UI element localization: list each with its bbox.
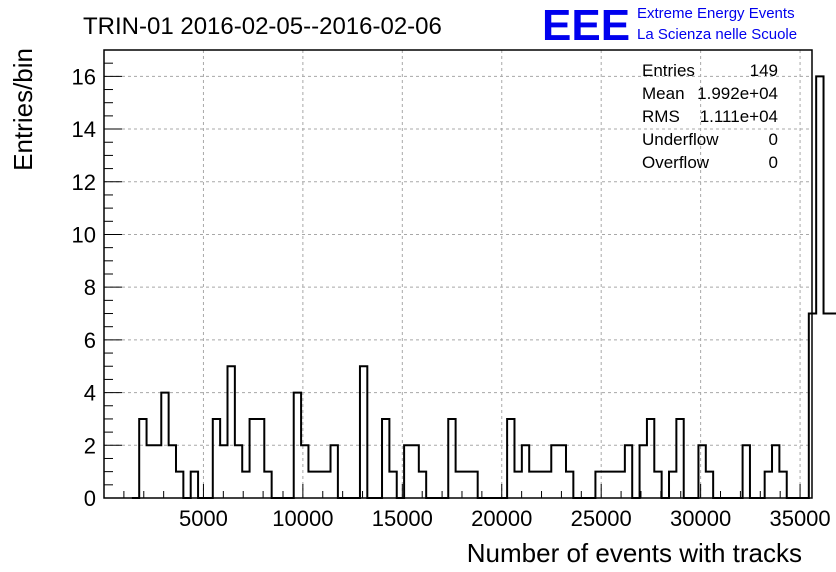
eee-logo: EEE Extreme Energy Events La Scienza nel… (542, 1, 797, 50)
histogram-bin (522, 445, 529, 498)
histogram-bin (323, 472, 330, 498)
histogram-bin (610, 472, 617, 498)
y-tick-label: 14 (72, 117, 96, 142)
stats-label: Overflow (642, 153, 710, 172)
stats-label: Underflow (642, 130, 719, 149)
histogram-bin (235, 445, 242, 498)
histogram-bin (257, 419, 264, 498)
stats-label: Entries (642, 61, 695, 80)
histogram-bin (544, 472, 551, 498)
histogram-bin (765, 472, 772, 498)
histogram-bin (640, 445, 647, 498)
histogram-bin (316, 472, 323, 498)
x-tick-label: 5000 (179, 506, 228, 531)
x-tick-label: 10000 (272, 506, 333, 531)
histogram-bin (147, 445, 154, 498)
histogram-bin (514, 472, 521, 498)
histogram-bin (669, 472, 676, 498)
grid-lines (104, 50, 812, 498)
stats-label: Mean (642, 84, 685, 103)
stats-box: Entries 149 Mean 1.992e+04 RMS 1.111e+04 Under… (642, 61, 778, 172)
histogram-bin (676, 419, 683, 498)
x-tick-label: 30000 (670, 506, 731, 531)
histogram-bin (228, 366, 235, 498)
y-tick-label: 6 (84, 328, 96, 353)
histogram-bin (308, 472, 315, 498)
histogram-bin (559, 445, 566, 498)
histogram-bin (382, 419, 389, 498)
y-tick-label: 12 (72, 170, 96, 195)
histogram-bin (647, 419, 654, 498)
x-axis-ticks: 5000 10000 15000 20000 25000 30000 35000 (123, 484, 831, 531)
histogram-bin (507, 419, 514, 498)
histogram-bin (529, 472, 536, 498)
histogram-bin (331, 445, 338, 498)
chart-title: TRIN-01 2016-02-05--2016-02-06 (83, 13, 442, 40)
y-tick-label: 2 (84, 433, 96, 458)
histogram-bin (176, 472, 183, 498)
x-tick-label: 15000 (372, 506, 433, 531)
logo-line-2: La Scienza nelle Scuole (637, 26, 797, 43)
histogram-bin (250, 419, 257, 498)
histogram-bin (154, 445, 161, 498)
histogram-bin (831, 314, 836, 498)
histogram-bin (743, 445, 750, 498)
y-axis-label: Entries/bin (8, 48, 38, 171)
y-tick-label: 16 (72, 64, 96, 89)
histogram-bin (603, 472, 610, 498)
x-tick-label: 20000 (471, 506, 532, 531)
stats-value: 0 (769, 153, 778, 172)
x-tick-label: 25000 (571, 506, 632, 531)
histogram-bin (191, 472, 198, 498)
histogram-bin (264, 472, 271, 498)
histogram-bin (816, 76, 823, 498)
y-tick-label: 8 (84, 275, 96, 300)
histogram-bin (404, 445, 411, 498)
histogram-bin (537, 472, 544, 498)
stats-value: 1.992e+04 (697, 84, 778, 103)
histogram-bin (824, 314, 831, 498)
histogram-bin (551, 445, 558, 498)
y-tick-label: 4 (84, 381, 96, 406)
stats-label: RMS (642, 107, 680, 126)
stats-value: 1.111e+04 (700, 107, 778, 126)
y-tick-label: 10 (72, 222, 96, 247)
stats-value: 0 (769, 130, 778, 149)
histogram-bin (566, 472, 573, 498)
logo-mark: EEE (542, 1, 630, 50)
histogram-bin (625, 445, 632, 498)
histogram-bin (706, 472, 713, 498)
histogram-bin (698, 445, 705, 498)
histogram-bin (360, 366, 367, 498)
histogram-bin (772, 445, 779, 498)
histogram-bin (139, 419, 146, 498)
histogram-bin (220, 445, 227, 498)
logo-line-1: Extreme Energy Events (637, 5, 795, 22)
y-axis-ticks: 0 2 4 6 8 10 12 14 16 (72, 49, 122, 511)
histogram-bin (169, 445, 176, 498)
stats-value: 149 (750, 61, 778, 80)
histogram-bin (463, 472, 470, 498)
histogram-bin (470, 472, 477, 498)
x-tick-label: 35000 (769, 506, 830, 531)
histogram-bin (411, 445, 418, 498)
x-axis-label: Number of events with tracks (467, 538, 802, 568)
histogram-bin (448, 419, 455, 498)
histogram-bin (301, 445, 308, 498)
y-tick-label: 0 (84, 486, 96, 511)
histogram-bin (213, 419, 220, 498)
histogram-bin (389, 472, 396, 498)
